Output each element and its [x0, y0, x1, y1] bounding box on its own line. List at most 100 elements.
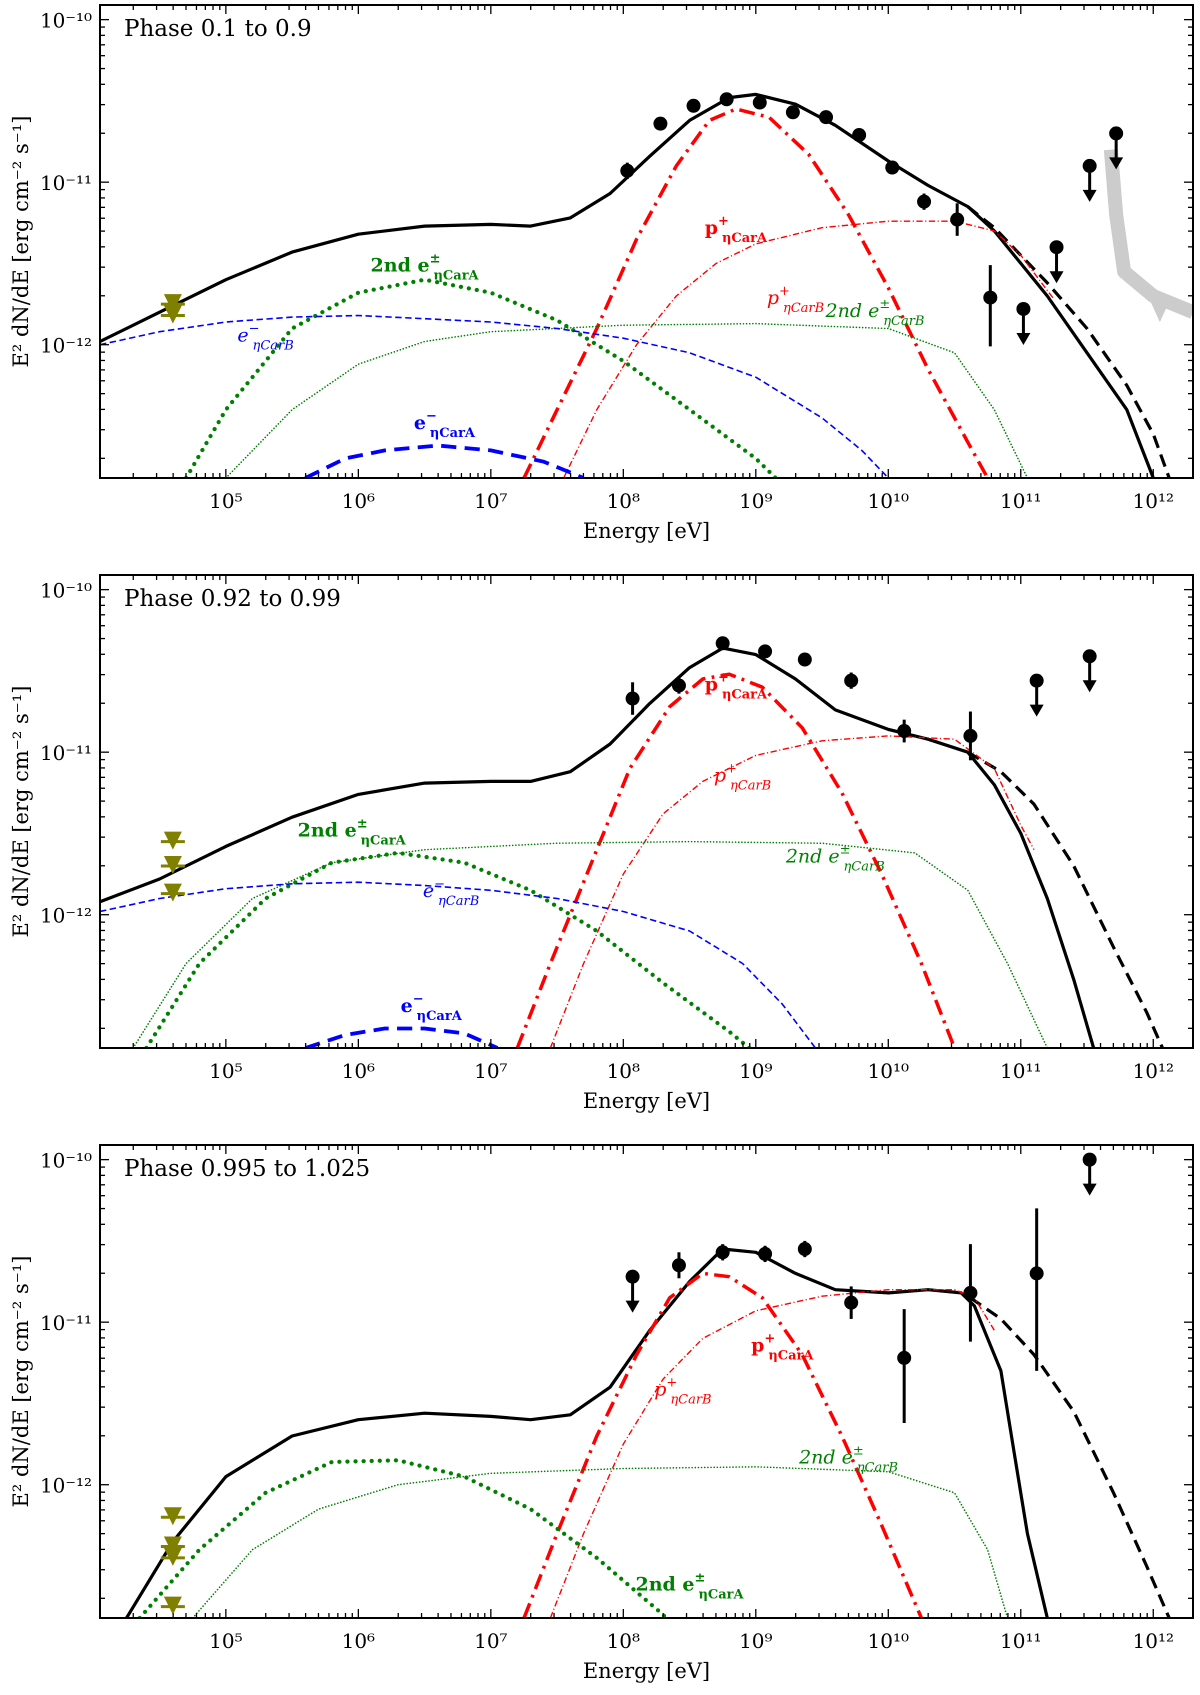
radio-limit: [160, 294, 185, 313]
data-marker: [819, 110, 834, 125]
y-tick-label: 10⁻¹⁰: [40, 1149, 92, 1173]
data-marker: [752, 95, 767, 110]
data-marker: [1029, 1266, 1044, 1281]
radio-limit: [160, 305, 185, 324]
x-tick-label: 10¹⁰: [868, 1059, 909, 1083]
radio-marker: [163, 1596, 182, 1615]
data-marker: [785, 105, 800, 120]
radio-marker: [163, 1507, 182, 1526]
data-marker: [1082, 649, 1097, 664]
series-p-cara: [522, 1271, 924, 1618]
data-marker: [1029, 673, 1044, 688]
x-tick-label: 10¹²: [1133, 489, 1174, 513]
series-total-dashed-: [966, 750, 1164, 1048]
data-marker: [797, 652, 812, 667]
y-tick-label: 10⁻¹²: [40, 1474, 92, 1498]
series-total-dashed-: [966, 205, 1171, 478]
data-point: [917, 193, 932, 210]
series-e-carb: [100, 881, 817, 1048]
data-marker: [1109, 126, 1124, 141]
series-e-cara: [304, 1026, 499, 1048]
x-tick-label: 10⁵: [209, 1059, 242, 1083]
axes-frame: [99, 4, 1194, 479]
x-axis-label: Energy [eV]: [583, 519, 710, 543]
data-point: [897, 719, 912, 743]
x-tick-label: 10⁹: [739, 489, 772, 513]
radio-limit: [160, 1547, 185, 1566]
curve-label: e− ηCarB: [237, 321, 293, 353]
radio-limit: [160, 1536, 185, 1555]
y-tick-label: 10⁻¹⁰: [40, 9, 92, 33]
data-point: [752, 95, 767, 110]
series-2nd-e-carb: [132, 840, 1049, 1048]
x-tick-label: 10⁹: [739, 1629, 772, 1653]
series-p-carb: [549, 1288, 995, 1618]
x-axis-label: Energy [eV]: [583, 1089, 710, 1113]
upper-limit-arrow: [1109, 157, 1124, 170]
y-tick-label: 10⁻¹²: [40, 904, 92, 928]
data-point: [844, 672, 859, 689]
radio-marker: [163, 305, 182, 324]
data-point: [897, 1309, 912, 1423]
data-marker: [625, 1269, 640, 1284]
x-tick-label: 10¹¹: [1000, 1629, 1041, 1653]
data-marker: [719, 92, 734, 107]
upper-limit-arrow: [1016, 332, 1031, 345]
data-marker: [686, 98, 701, 113]
hess-band-arrow: [1149, 300, 1170, 323]
data-marker: [1082, 158, 1097, 173]
upper-limit-arrow: [1049, 271, 1064, 284]
data-marker: [671, 678, 686, 693]
curve-label: p+ ηCarB: [767, 284, 824, 316]
upper-limit-arrow: [1082, 680, 1097, 693]
data-point: [785, 105, 800, 120]
data-marker: [758, 644, 773, 659]
data-marker: [963, 1285, 978, 1300]
data-point: [719, 92, 734, 107]
data-point: [1082, 158, 1097, 202]
y-tick-label: 10⁻¹²: [40, 334, 92, 358]
plot-area: [100, 92, 1193, 478]
data-point: [844, 1286, 859, 1319]
x-tick-label: 10¹²: [1133, 1629, 1174, 1653]
data-point: [758, 1245, 773, 1263]
curve-label: 2nd e± ηCarB: [798, 1444, 898, 1476]
data-point: [1082, 649, 1097, 693]
series-total: [100, 646, 1096, 1048]
data-marker: [653, 116, 668, 131]
x-tick-label: 10¹⁰: [868, 489, 909, 513]
panel-title: Phase 0.995 to 1.025: [124, 1156, 370, 1182]
series-total-dashed-: [969, 1296, 1171, 1618]
radio-marker: [163, 855, 182, 874]
panel-2: p+ ηCarA p+ ηCarB 2nd e± ηCarA 2nd e± ηCarB e− ηC…: [9, 574, 1194, 1113]
data-point: [686, 98, 701, 113]
curve-label: 2nd e± ηCarA: [298, 817, 407, 849]
series-2nd-e-cara: [144, 850, 752, 1048]
y-tick-label: 10⁻¹¹: [40, 1311, 92, 1335]
data-point: [625, 682, 640, 715]
radio-marker: [163, 1547, 182, 1566]
data-point: [671, 677, 686, 694]
data-marker: [1082, 1152, 1097, 1167]
y-axis-label: E² dN/dE [erg cm⁻² s⁻¹]: [9, 116, 33, 368]
data-point: [852, 128, 867, 143]
panel-3: p+ ηCarA p+ ηCarB 2nd e± ηCarA 2nd e± ηCarB 10⁵ 1…: [9, 1144, 1194, 1683]
curve-label: p+ ηCarA: [751, 1331, 814, 1363]
data-marker: [852, 128, 867, 143]
data-marker: [625, 691, 640, 706]
x-tick-label: 10⁷: [474, 1629, 507, 1653]
x-tick-label: 10¹²: [1133, 1059, 1174, 1083]
x-tick-label: 10⁸: [607, 1629, 640, 1653]
radio-marker: [163, 883, 182, 902]
plot-area: [125, 1152, 1171, 1618]
data-marker: [844, 673, 859, 688]
radio-limit: [160, 1507, 185, 1526]
series-p-cara: [522, 107, 990, 478]
data-marker: [917, 194, 932, 209]
radio-limit: [160, 831, 185, 850]
data-marker: [897, 724, 912, 739]
y-axis-label: E² dN/dE [erg cm⁻² s⁻¹]: [9, 686, 33, 938]
data-point: [1109, 126, 1124, 170]
data-point: [1016, 301, 1031, 345]
radio-limit: [160, 1596, 185, 1615]
